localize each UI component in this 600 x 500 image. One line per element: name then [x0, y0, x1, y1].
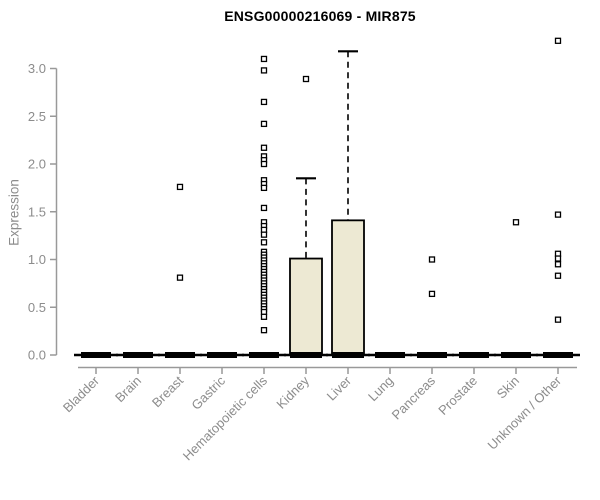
outlier-point — [176, 183, 184, 191]
box-group — [74, 352, 118, 358]
outlier-point — [554, 316, 562, 323]
x-tick-label: Bladder — [60, 373, 103, 416]
outlier-point — [260, 55, 268, 63]
y-tick-label: 0.0 — [28, 348, 46, 363]
median-bar — [332, 352, 364, 358]
outlier-point — [260, 98, 268, 106]
median-bar — [501, 352, 531, 358]
box-group — [242, 55, 286, 358]
y-tick-label: 3.0 — [28, 61, 46, 76]
median-bar — [417, 352, 447, 358]
median-bar — [375, 352, 405, 358]
outlier-point — [554, 272, 562, 279]
outlier-point — [554, 261, 562, 268]
iqr-box — [331, 219, 365, 356]
outlier-point — [512, 219, 520, 226]
box-group — [410, 256, 454, 358]
x-tick-label: Breast — [149, 373, 186, 410]
x-tick-label: Kidney — [273, 373, 312, 412]
x-tick-label: Lung — [365, 373, 396, 404]
outlier-point — [260, 313, 268, 320]
outlier-point — [302, 75, 310, 83]
box-group — [536, 37, 580, 358]
outlier-point — [554, 211, 562, 218]
median-bar — [290, 352, 322, 358]
median-bar — [249, 352, 279, 358]
outlier-point — [176, 274, 184, 281]
x-tick-label: Unknown / Other — [485, 373, 565, 453]
outlier-point — [260, 144, 268, 151]
x-tick-label: Prostate — [435, 373, 480, 418]
median-bar — [123, 352, 153, 358]
outlier-point — [554, 37, 562, 44]
x-tick-label: Gastric — [188, 373, 228, 413]
outlier-point — [260, 327, 268, 334]
iqr-box — [289, 257, 323, 356]
box-group — [368, 352, 412, 358]
x-tick-label: Brain — [112, 373, 144, 405]
y-tick-label: 0.5 — [28, 300, 46, 315]
outlier-point — [260, 160, 268, 168]
box-group — [494, 219, 538, 358]
outlier-point — [428, 290, 436, 298]
outlier-point — [260, 184, 268, 192]
x-tick-label: Liver — [324, 373, 355, 404]
y-tick-label: 2.0 — [28, 157, 46, 172]
y-tick-label: 1.5 — [28, 204, 46, 219]
median-bar — [207, 352, 237, 358]
y-tick-label: 1.0 — [28, 252, 46, 267]
box-group — [200, 352, 244, 358]
median-bar — [459, 352, 489, 358]
outlier-point — [260, 204, 268, 212]
y-tick-label: 2.5 — [28, 109, 46, 124]
outlier-point — [260, 67, 268, 74]
outlier-point — [260, 120, 268, 128]
box-group — [452, 352, 496, 358]
box-group — [326, 50, 370, 358]
x-tick-label: Pancreas — [389, 373, 439, 423]
box-group — [116, 352, 160, 358]
outlier-point — [260, 231, 268, 238]
median-bar — [81, 352, 111, 358]
outlier-point — [428, 256, 436, 263]
box-group — [284, 75, 328, 358]
box-group — [158, 183, 202, 358]
median-bar — [165, 352, 195, 358]
x-tick-label: Skin — [494, 373, 522, 401]
outlier-point — [260, 239, 268, 246]
outlier-point — [554, 255, 562, 262]
chart-title: ENSG00000216069 - MIR875 — [224, 8, 416, 24]
median-bar — [543, 352, 573, 358]
